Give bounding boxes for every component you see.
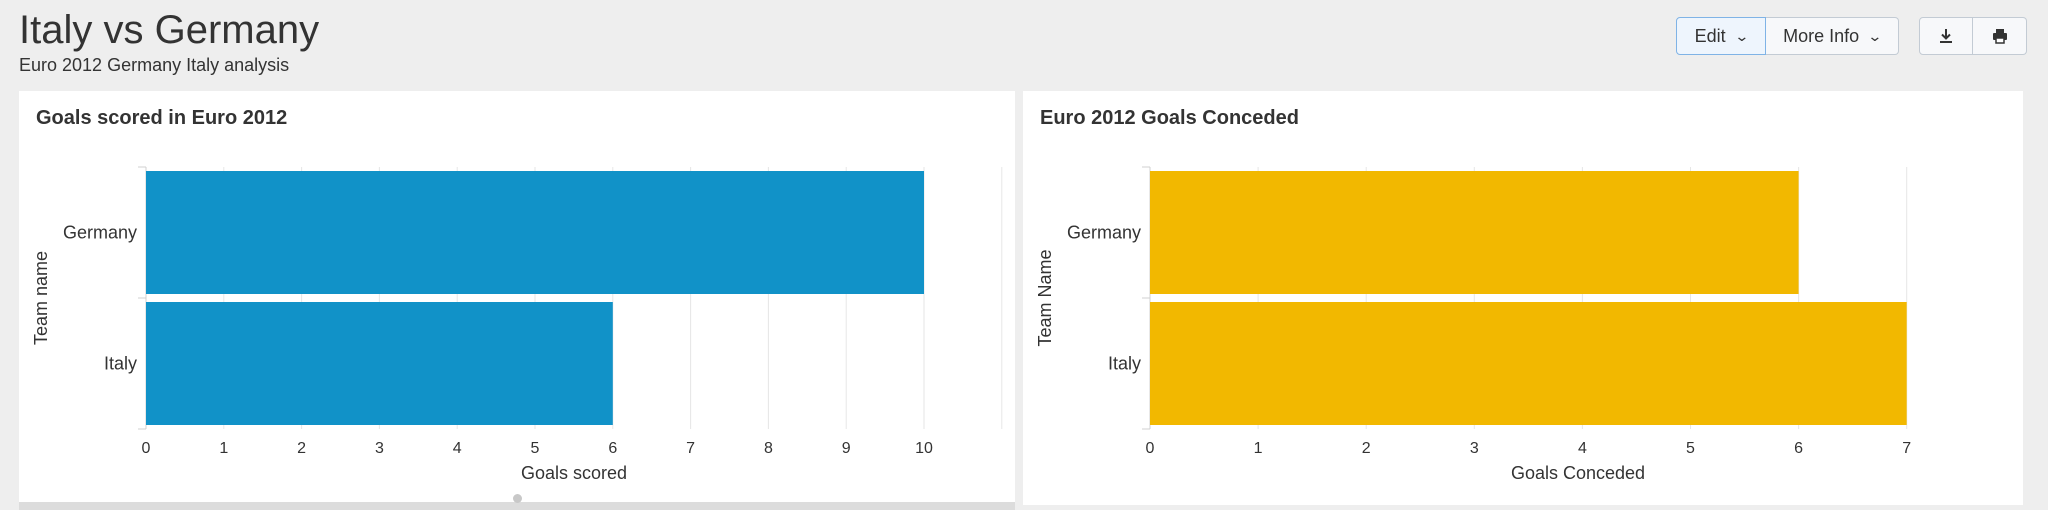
pager-dot[interactable] <box>513 494 522 503</box>
y-axis-title: Team name <box>31 251 51 345</box>
x-tick-label: 0 <box>142 440 151 457</box>
download-icon <box>1940 29 1952 43</box>
y-tick-label: Italy <box>104 354 137 374</box>
download-button[interactable] <box>1919 17 1973 55</box>
x-tick-label: 0 <box>1146 440 1155 457</box>
x-tick-label: 2 <box>1362 440 1371 457</box>
chart-title: Goals scored in Euro 2012 <box>36 107 288 129</box>
x-tick-label: 1 <box>219 440 228 457</box>
more-info-button-label: More Info <box>1783 25 1860 46</box>
y-axis-title: Team Name <box>1035 249 1055 346</box>
x-tick-label: 5 <box>1686 440 1695 457</box>
page-subtitle: Euro 2012 Germany Italy analysis <box>19 55 290 75</box>
x-axis-title: Goals scored <box>521 463 627 483</box>
chevron-down-icon: ⌄ <box>1733 27 1750 44</box>
page-title: Italy vs Germany <box>19 8 320 52</box>
bar-germany <box>1150 171 1799 294</box>
panel-scrollbar[interactable] <box>19 502 1015 510</box>
goals-scored-chart: Germany Italy 0 1 2 3 4 5 6 7 8 9 10 Goals scored Team… <box>31 166 1003 483</box>
x-tick-label: 6 <box>1794 440 1803 457</box>
edit-button-label: Edit <box>1694 25 1726 46</box>
export-button-group <box>1919 17 2027 55</box>
bar-germany <box>146 171 924 294</box>
x-tick-label: 10 <box>915 440 933 457</box>
print-icon <box>1992 29 2007 44</box>
x-tick-label: 4 <box>453 440 462 457</box>
bar-italy <box>146 302 613 425</box>
edit-button[interactable]: Edit ⌄ <box>1676 17 1766 55</box>
chart-title: Euro 2012 Goals Conceded <box>1040 107 1299 129</box>
y-tick-label: Italy <box>1108 354 1141 374</box>
chart-panel-goals-conceded: Euro 2012 Goals Conceded Germany Italy 0 1 2… <box>1023 91 2023 505</box>
chevron-down-icon: ⌄ <box>1867 27 1883 44</box>
x-axis-title: Goals Conceded <box>1511 463 1645 483</box>
print-button[interactable] <box>1973 17 2027 55</box>
more-info-button[interactable]: More Info ⌄ <box>1766 17 1899 55</box>
y-tick-label: Germany <box>1067 223 1141 243</box>
y-tick-label: Germany <box>63 223 137 243</box>
x-tick-label: 1 <box>1254 440 1263 457</box>
x-tick-label: 7 <box>1902 440 1911 457</box>
bar-italy <box>1150 302 1907 425</box>
edit-more-button-group: Edit ⌄ More Info ⌄ <box>1676 17 1899 55</box>
chart-panel-goals-scored: Goals scored in Euro 2012 Germany Italy 0 1… <box>19 91 1015 505</box>
x-tick-label: 9 <box>842 440 851 457</box>
x-tick-label: 5 <box>531 440 540 457</box>
x-tick-label: 7 <box>686 440 695 457</box>
x-tick-label: 6 <box>608 440 617 457</box>
x-tick-label: 3 <box>1470 440 1479 457</box>
goals-conceded-chart: Germany Italy 0 1 2 3 4 5 6 7 Goals Conceded Team N… <box>1035 166 1911 483</box>
x-tick-label: 2 <box>297 440 306 457</box>
x-tick-label: 8 <box>764 440 773 457</box>
x-tick-label: 4 <box>1578 440 1587 457</box>
x-tick-label: 3 <box>375 440 384 457</box>
